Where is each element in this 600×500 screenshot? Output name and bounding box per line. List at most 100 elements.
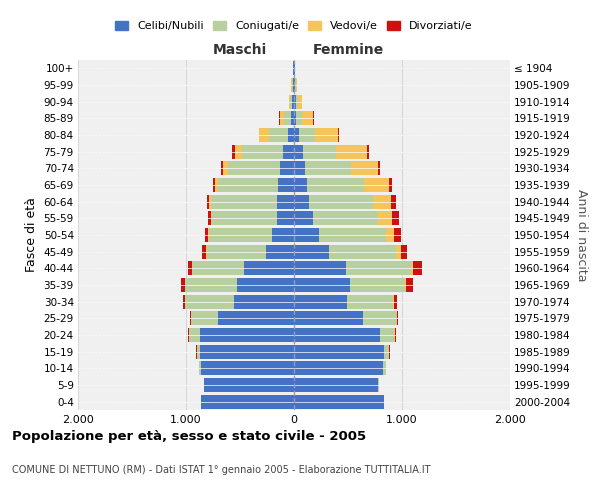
Bar <box>294 328 380 342</box>
Bar <box>294 278 350 292</box>
Bar <box>367 144 369 159</box>
Y-axis label: Anni di nascita: Anni di nascita <box>575 188 587 281</box>
Bar <box>221 162 223 175</box>
Bar <box>380 328 394 342</box>
Bar <box>294 178 307 192</box>
Bar <box>284 112 291 126</box>
Bar <box>201 361 294 376</box>
Bar <box>209 194 211 209</box>
Bar <box>397 311 398 326</box>
Bar <box>223 162 228 175</box>
Bar <box>292 78 293 92</box>
Bar <box>363 311 397 326</box>
Bar <box>294 394 383 409</box>
Bar <box>307 178 364 192</box>
Bar <box>278 178 294 192</box>
Bar <box>201 394 294 409</box>
Bar <box>395 244 401 259</box>
Bar <box>232 144 235 159</box>
Bar <box>181 278 185 292</box>
Bar <box>302 144 336 159</box>
Text: Femmine: Femmine <box>313 42 383 56</box>
Bar <box>205 228 208 242</box>
Bar <box>233 294 294 308</box>
Bar <box>405 278 406 292</box>
Bar <box>383 344 389 359</box>
Bar <box>294 378 378 392</box>
Legend: Celibi/Nubili, Coniugati/e, Vedovi/e, Divorziati/e: Celibi/Nubili, Coniugati/e, Vedovi/e, Di… <box>111 16 477 36</box>
Bar <box>350 278 405 292</box>
Bar <box>294 211 313 226</box>
Bar <box>313 211 378 226</box>
Bar <box>190 311 191 326</box>
Bar <box>197 344 200 359</box>
Text: COMUNE DI NETTUNO (RM) - Dati ISTAT 1° gennaio 2005 - Elaborazione TUTTITALIA.IT: COMUNE DI NETTUNO (RM) - Dati ISTAT 1° g… <box>12 465 431 475</box>
Bar <box>280 112 284 126</box>
Bar <box>294 344 383 359</box>
Bar <box>287 128 294 142</box>
Bar <box>244 261 294 276</box>
Bar <box>193 261 244 276</box>
Bar <box>296 78 297 92</box>
Bar <box>292 94 294 109</box>
Bar <box>213 178 215 192</box>
Bar <box>299 128 314 142</box>
Bar <box>294 311 363 326</box>
Bar <box>394 228 401 242</box>
Bar <box>346 261 410 276</box>
Bar <box>294 162 305 175</box>
Bar <box>294 112 296 126</box>
Bar <box>218 178 278 192</box>
Bar <box>200 328 294 342</box>
Bar <box>391 194 395 209</box>
Bar <box>364 178 389 192</box>
Bar <box>228 162 280 175</box>
Bar <box>296 94 298 109</box>
Bar <box>296 112 302 126</box>
Bar <box>294 94 296 109</box>
Text: Maschi: Maschi <box>213 42 267 56</box>
Bar <box>389 178 392 192</box>
Bar <box>218 311 294 326</box>
Text: Popolazione per età, sesso e stato civile - 2005: Popolazione per età, sesso e stato civil… <box>12 430 366 443</box>
Bar <box>185 294 233 308</box>
Bar <box>295 78 296 92</box>
Y-axis label: Fasce di età: Fasce di età <box>25 198 38 272</box>
Bar <box>277 211 294 226</box>
Bar <box>386 228 394 242</box>
Bar <box>283 144 294 159</box>
Bar <box>206 194 209 209</box>
Bar <box>237 278 294 292</box>
Bar <box>206 244 266 259</box>
Bar <box>378 211 392 226</box>
Bar <box>298 94 302 109</box>
Bar <box>319 228 386 242</box>
Bar <box>294 228 319 242</box>
Bar <box>413 261 422 276</box>
Bar <box>202 244 206 259</box>
Bar <box>336 144 367 159</box>
Bar <box>294 361 383 376</box>
Bar <box>406 278 413 292</box>
Bar <box>383 361 386 376</box>
Bar <box>208 211 211 226</box>
Bar <box>280 162 294 175</box>
Bar <box>266 244 294 259</box>
Bar <box>235 144 242 159</box>
Bar <box>215 178 218 192</box>
Bar <box>329 244 395 259</box>
Bar <box>401 244 407 259</box>
Bar <box>294 194 309 209</box>
Bar <box>294 78 295 92</box>
Bar <box>200 344 294 359</box>
Bar <box>302 112 313 126</box>
Bar <box>294 144 302 159</box>
Bar <box>294 244 329 259</box>
Bar <box>373 194 391 209</box>
Bar <box>314 128 338 142</box>
Bar <box>242 144 283 159</box>
Bar <box>378 162 380 175</box>
Bar <box>291 112 294 126</box>
Bar <box>272 228 294 242</box>
Bar <box>209 228 272 242</box>
